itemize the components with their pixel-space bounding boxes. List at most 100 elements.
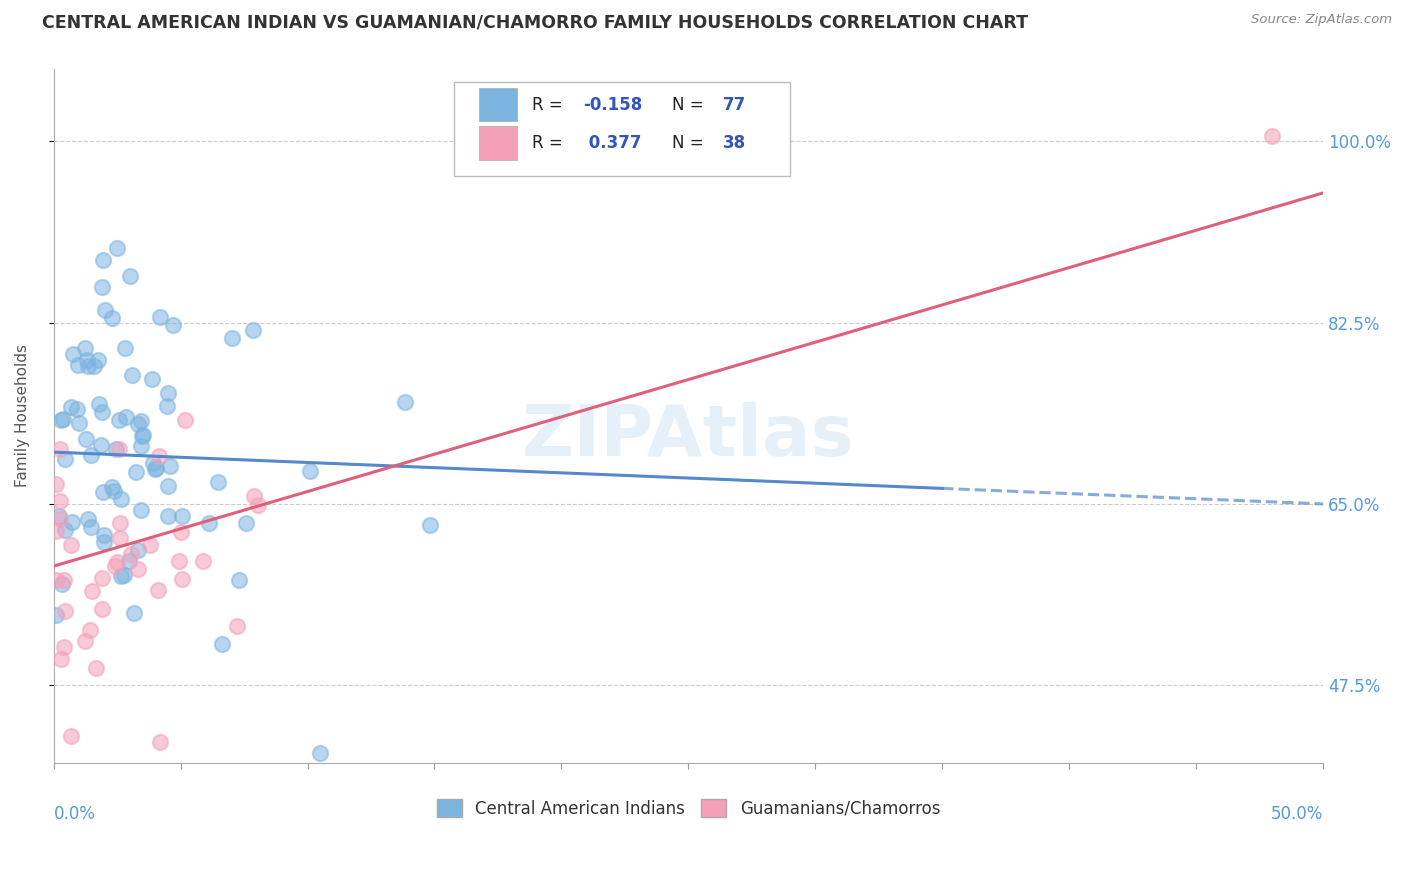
Point <box>118 553 141 567</box>
Point <box>51 412 73 426</box>
Point <box>143 462 166 476</box>
Point <box>141 372 163 386</box>
Point <box>107 442 129 457</box>
Text: 50.0%: 50.0% <box>1271 805 1323 822</box>
Point <box>90 405 112 419</box>
Point <box>198 516 221 531</box>
FancyBboxPatch shape <box>479 127 517 160</box>
Point <box>53 524 76 538</box>
Point <box>87 352 110 367</box>
Point <box>90 571 112 585</box>
Point <box>142 456 165 470</box>
Point <box>127 417 149 431</box>
Point <box>207 475 229 489</box>
FancyBboxPatch shape <box>454 82 790 177</box>
Point <box>115 410 138 425</box>
Point <box>173 413 195 427</box>
Point <box>51 652 73 666</box>
Point <box>91 485 114 500</box>
Point <box>93 534 115 549</box>
Point <box>394 395 416 409</box>
Point <box>129 503 152 517</box>
Point <box>298 464 321 478</box>
Point <box>108 531 131 545</box>
Point <box>76 359 98 374</box>
Point <box>108 516 131 530</box>
Point <box>129 439 152 453</box>
Point <box>45 608 67 623</box>
Point <box>118 268 141 283</box>
Point <box>112 567 135 582</box>
Point <box>80 448 103 462</box>
Point <box>226 619 249 633</box>
Point <box>82 584 104 599</box>
Point <box>149 310 172 325</box>
Point <box>148 449 170 463</box>
Point <box>120 548 142 562</box>
Point <box>146 583 169 598</box>
Point <box>247 499 270 513</box>
Point <box>309 746 332 760</box>
Text: Source: ZipAtlas.com: Source: ZipAtlas.com <box>1251 13 1392 27</box>
Point <box>110 492 132 507</box>
Text: 0.377: 0.377 <box>583 134 641 152</box>
Point <box>77 512 100 526</box>
Point <box>149 735 172 749</box>
Point <box>49 442 72 456</box>
Point <box>93 528 115 542</box>
Point <box>127 543 149 558</box>
Point <box>45 524 67 538</box>
Point <box>51 577 73 591</box>
Text: 77: 77 <box>723 95 747 113</box>
Point <box>191 554 214 568</box>
Point <box>235 516 257 530</box>
Point <box>91 602 114 616</box>
Point <box>114 341 136 355</box>
Point <box>62 347 84 361</box>
Point <box>156 386 179 401</box>
Point <box>101 480 124 494</box>
Point <box>104 442 127 457</box>
Point <box>67 358 90 372</box>
Text: -0.158: -0.158 <box>583 95 643 113</box>
Point <box>1261 128 1284 143</box>
Point <box>211 637 233 651</box>
Text: ZIPAtlas: ZIPAtlas <box>522 402 855 471</box>
Point <box>73 634 96 648</box>
Point <box>83 359 105 373</box>
Point <box>228 574 250 588</box>
Point <box>221 330 243 344</box>
Point <box>107 413 129 427</box>
Point <box>159 459 181 474</box>
Point <box>156 479 179 493</box>
FancyBboxPatch shape <box>479 88 517 121</box>
Point <box>59 729 82 743</box>
Text: N =: N = <box>672 95 709 113</box>
Point <box>60 538 83 552</box>
Point <box>170 524 193 539</box>
Point <box>91 279 114 293</box>
Point <box>162 318 184 333</box>
Text: R =: R = <box>533 95 568 113</box>
Point <box>105 241 128 255</box>
Point <box>172 572 194 586</box>
Point <box>60 515 83 529</box>
Point <box>110 569 132 583</box>
Point <box>75 432 97 446</box>
Point <box>104 559 127 574</box>
Point <box>45 573 67 587</box>
Text: R =: R = <box>533 134 568 152</box>
Point <box>242 489 264 503</box>
Point <box>59 401 82 415</box>
Point <box>66 402 89 417</box>
Point <box>125 465 148 479</box>
Point <box>53 452 76 467</box>
Point <box>121 368 143 382</box>
Point <box>145 460 167 475</box>
Point <box>131 414 153 428</box>
Point <box>419 517 441 532</box>
Point <box>101 310 124 325</box>
Point <box>105 555 128 569</box>
Point <box>132 428 155 442</box>
Y-axis label: Family Households: Family Households <box>15 344 30 487</box>
